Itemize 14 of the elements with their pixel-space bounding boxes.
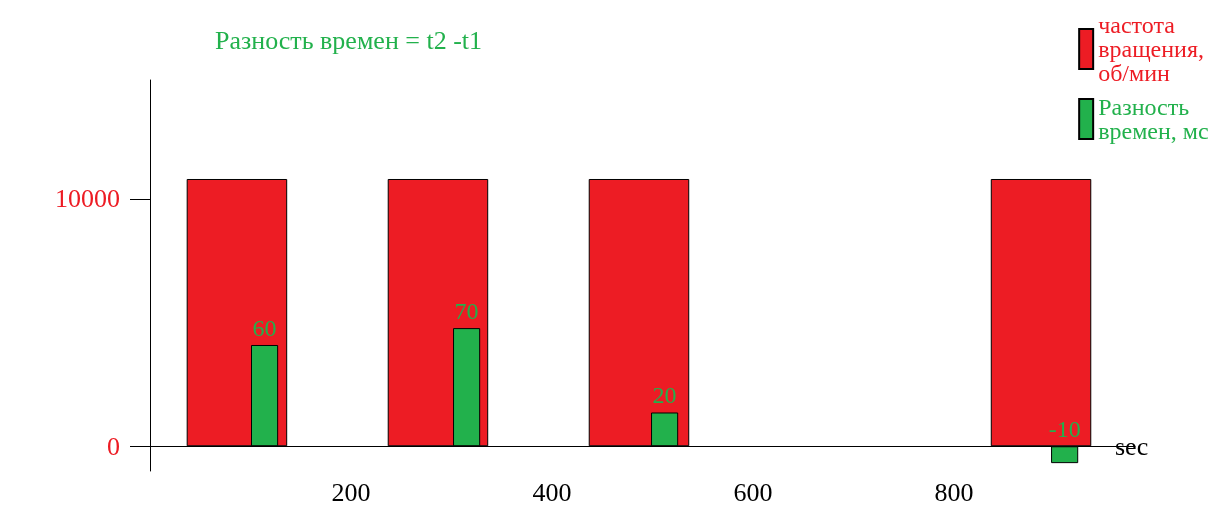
data-label: -10	[1048, 416, 1081, 443]
data-label: 70	[454, 298, 479, 325]
x-tick-label: 200	[331, 477, 371, 505]
text: Разность времен = t2 -t1	[215, 25, 483, 55]
data-label: 20	[652, 382, 677, 409]
y-tick-label: 10000	[55, 184, 120, 214]
x-tick-label: 800	[934, 477, 974, 505]
x-axis-title: sec	[1115, 431, 1149, 461]
x-tick-label: 400	[532, 477, 572, 505]
legend-label: Разность времен, мс	[1098, 94, 1209, 144]
x-tick-label: 600	[733, 477, 773, 505]
legend-label: частота вращения, об/мин	[1098, 12, 1210, 86]
y-tick-label: 0	[107, 431, 120, 461]
data-label: 60	[252, 314, 277, 341]
